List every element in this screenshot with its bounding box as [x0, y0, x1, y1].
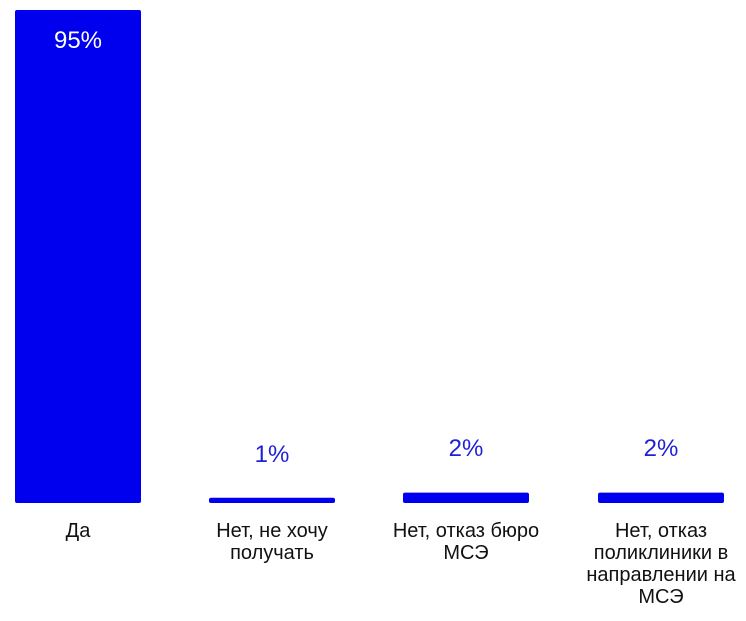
- category-label-3: Нет, отказ бюро МСЭ: [393, 520, 539, 564]
- data-label-2: 1%: [255, 441, 290, 468]
- bar-3: [403, 492, 529, 503]
- data-label-1: 95%: [54, 27, 102, 54]
- category-label-line: Нет, не хочу: [216, 520, 328, 542]
- bar-1: [15, 10, 141, 503]
- bar-4: [598, 492, 724, 503]
- category-label-2: Нет, не хочу получать: [216, 520, 328, 564]
- category-label-line: Да: [66, 520, 92, 542]
- category-label-line: Нет, отказ бюро: [393, 520, 539, 542]
- category-label-1: Да: [66, 520, 92, 542]
- category-label-line: получать: [230, 542, 314, 564]
- bar-2: [209, 497, 335, 503]
- data-label-3: 2%: [449, 435, 484, 462]
- bars-group: [15, 10, 724, 503]
- category-label-line: поликлиники в: [594, 542, 729, 564]
- category-label-line: МСЭ: [638, 586, 683, 608]
- data-label-4: 2%: [644, 435, 679, 462]
- category-label-line: направлении на: [586, 564, 736, 586]
- data-labels-group: 95% 1% 2% 2%: [54, 27, 678, 468]
- category-label-line: Нет, отказ: [615, 520, 707, 542]
- category-label-4: Нет, отказ поликлиники в направлении на МСЭ: [586, 520, 736, 608]
- category-label-line: МСЭ: [443, 542, 488, 564]
